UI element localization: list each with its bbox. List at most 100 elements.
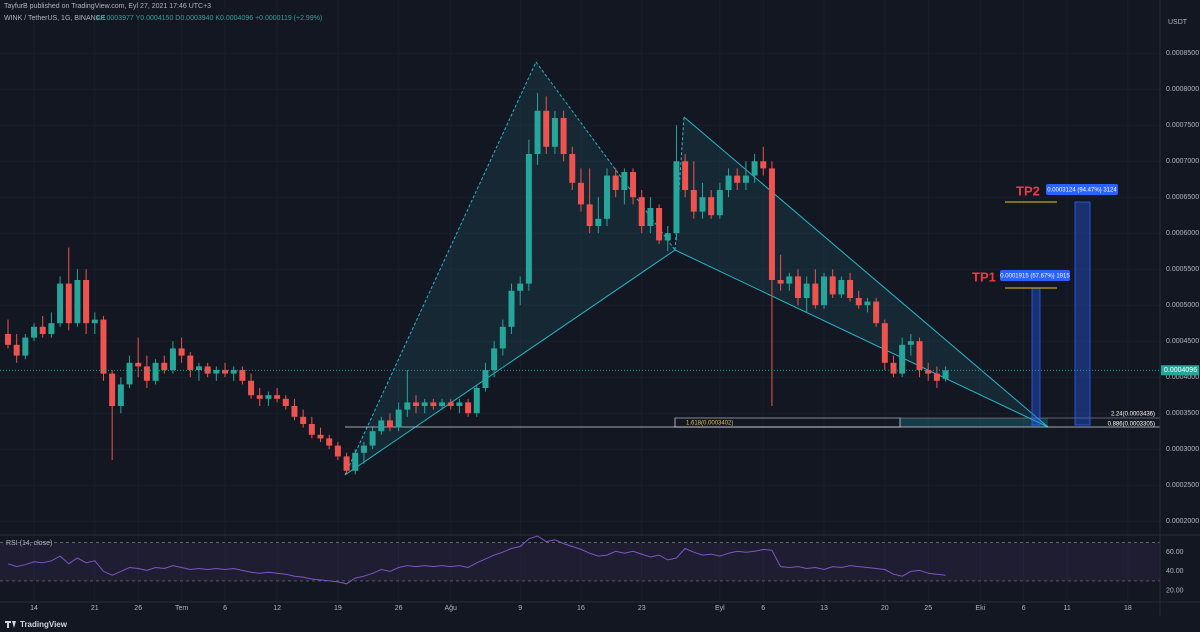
- x-tick-label: 9: [518, 605, 522, 612]
- symbol: WINK / TetherUS, 1G, BINANCE: [4, 15, 106, 22]
- candle-body: [317, 434, 324, 439]
- candle-body: [890, 362, 897, 374]
- candle-body: [499, 326, 506, 349]
- y-tick-label: 0.0002500: [1166, 482, 1199, 489]
- candle-body: [265, 395, 272, 399]
- candle-body: [91, 319, 98, 324]
- candle-body: [83, 280, 90, 324]
- candle-body: [855, 298, 862, 306]
- x-tick-label: 11: [1063, 605, 1070, 612]
- candle-body: [447, 402, 454, 406]
- y-tick-label: 0.0008500: [1166, 50, 1199, 57]
- candle-body: [812, 283, 819, 306]
- candle-body: [100, 319, 107, 374]
- candle-body: [525, 154, 532, 284]
- candle-body: [369, 431, 376, 446]
- candle-body: [595, 218, 602, 226]
- candle-body: [230, 370, 237, 374]
- candle-body: [760, 161, 767, 169]
- x-tick-label: Eyl: [715, 605, 725, 612]
- candle-body: [768, 168, 775, 280]
- fib-label: 1.618(0.0003402): [686, 421, 733, 427]
- candle-body: [656, 208, 663, 241]
- candle-body: [543, 110, 550, 147]
- candle-body: [725, 175, 732, 190]
- candle-body: [838, 280, 845, 295]
- rsi-tick-label: 20.00: [1166, 587, 1184, 594]
- y-tick-label: 0.0007000: [1166, 158, 1199, 165]
- candle-body: [907, 341, 914, 345]
- candle-body: [942, 370, 949, 379]
- candle-body: [864, 301, 871, 306]
- x-tick-label: 26: [395, 605, 403, 612]
- candle-body: [803, 283, 810, 298]
- candle-body: [187, 355, 194, 370]
- x-tick-label: 13: [820, 605, 828, 612]
- tp1-label: TP1: [972, 269, 996, 284]
- candle-body: [534, 110, 541, 154]
- candle-body: [647, 208, 654, 226]
- byline: TayfurB published on TradingView.com, Ey…: [4, 3, 211, 10]
- candle-body: [465, 402, 472, 414]
- candle-body: [612, 175, 619, 190]
- fib-label: 0.886(0.0003305): [1108, 422, 1155, 428]
- pattern-bd: [674, 249, 1049, 428]
- last-price-label: 0.0004096: [1164, 367, 1197, 374]
- rsi-tick-label: 40.00: [1166, 568, 1184, 575]
- tp2-range: [1074, 201, 1091, 426]
- candle-body: [925, 370, 932, 374]
- x-tick-label: 20: [881, 605, 889, 612]
- y-tick-label: 0.0002000: [1166, 518, 1199, 525]
- candle-body: [881, 323, 888, 363]
- candle-body: [178, 348, 185, 356]
- candle-body: [794, 276, 801, 298]
- candle-body: [933, 373, 940, 381]
- candle-body: [413, 402, 420, 406]
- candle-body: [708, 197, 715, 216]
- candle-body: [395, 409, 402, 428]
- candle-body: [734, 175, 741, 183]
- candle-body: [143, 366, 150, 381]
- candle-body: [716, 190, 723, 216]
- x-tick-label: 6: [223, 605, 227, 612]
- x-tick-label: Tem: [175, 605, 188, 612]
- x-tick-label: 14: [30, 605, 38, 612]
- tp1-box: [1000, 270, 1070, 281]
- rsi-band: [0, 542, 1160, 581]
- candle-body: [638, 197, 645, 226]
- candle-body: [239, 370, 246, 381]
- x-tick-label: 21: [91, 605, 99, 612]
- candle-body: [308, 424, 315, 435]
- pattern-xb: [344, 249, 676, 476]
- candle-body: [161, 362, 168, 370]
- x-tick-label: Ağu: [445, 605, 458, 612]
- y-tick-label: 0.0003500: [1166, 410, 1199, 417]
- x-tick-label: Eki: [975, 605, 985, 612]
- y-tick-label: 0.0005000: [1166, 302, 1199, 309]
- candle-body: [473, 388, 480, 414]
- tp2-box-label: 0.0003124 (94.47%) 3124: [1047, 188, 1117, 194]
- candle-body: [899, 344, 906, 374]
- candle-body: [491, 348, 498, 370]
- y-tick-label: 0.0003000: [1166, 446, 1199, 453]
- x-tick-label: 25: [924, 605, 932, 612]
- candle-body: [13, 344, 20, 356]
- y-tick-label: 0.0004500: [1166, 338, 1199, 345]
- rsi-tick-label: 60.00: [1166, 549, 1184, 556]
- candle-body: [248, 380, 255, 396]
- y-tick-label: 0.0004000: [1166, 374, 1199, 381]
- candle-body: [603, 175, 610, 219]
- candle-body: [751, 161, 758, 176]
- x-tick-label: 19: [334, 605, 342, 612]
- y-tick-label: 0.0005500: [1166, 266, 1199, 273]
- candle-body: [873, 301, 880, 324]
- candle-body: [621, 172, 628, 190]
- tp1-box-label: 0.0001915 (57.67%) 1915: [1000, 274, 1070, 280]
- footer: [0, 616, 1200, 632]
- candle-body: [282, 398, 289, 406]
- candle-body: [439, 402, 446, 406]
- candle-body: [135, 362, 142, 367]
